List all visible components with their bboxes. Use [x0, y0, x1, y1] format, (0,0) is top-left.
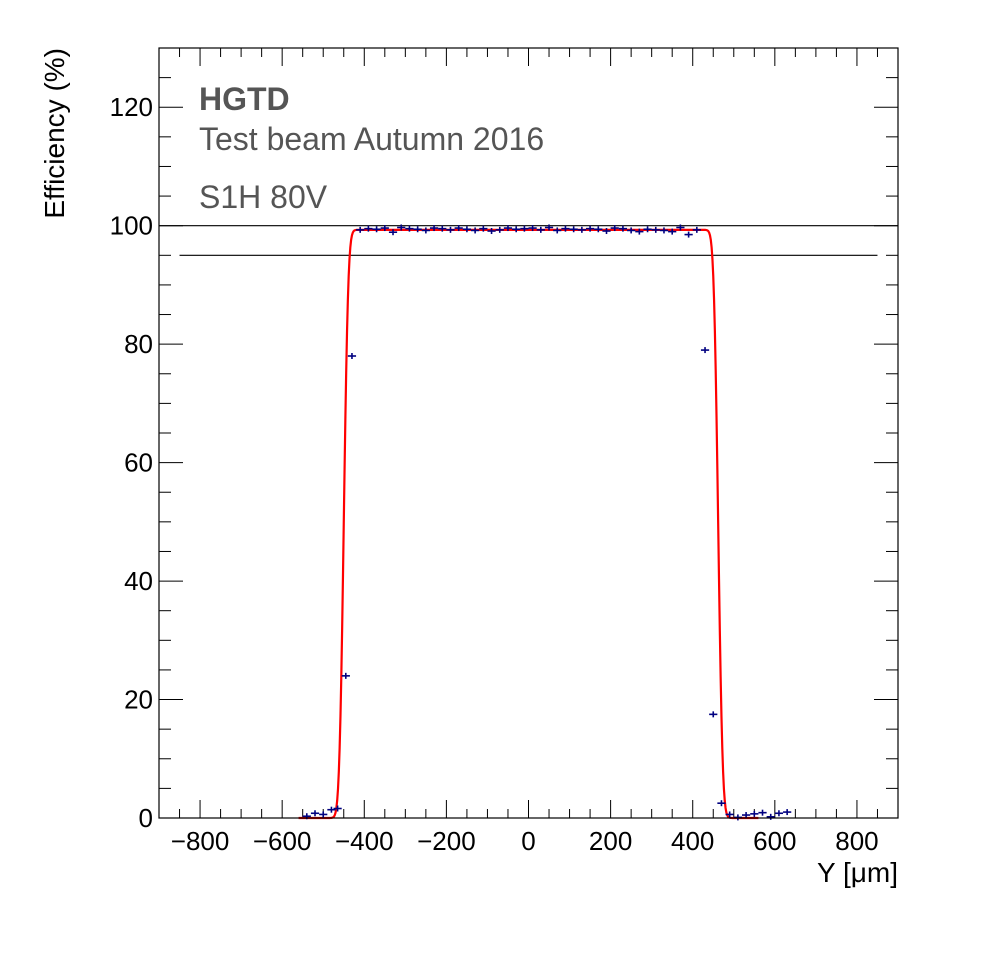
data-point	[372, 226, 381, 233]
data-point	[577, 226, 586, 233]
data-point	[553, 227, 562, 234]
tick-labels: −800 −600 −400 −200 0 200 400 600 800 0 20 40 60 80 10…	[110, 92, 879, 856]
data-point	[594, 226, 603, 233]
data-point	[717, 800, 726, 807]
data-point	[618, 225, 628, 232]
data-point	[741, 812, 751, 819]
data-point	[766, 813, 775, 820]
x-tick-label: −400	[335, 826, 394, 856]
data-point	[380, 225, 389, 232]
data-point	[397, 224, 406, 231]
data-point	[651, 226, 660, 233]
data-point	[783, 809, 792, 816]
data-point	[635, 228, 644, 235]
data-point	[536, 226, 545, 233]
x-tick-label: 400	[671, 826, 714, 856]
data-point	[676, 224, 685, 231]
data-point	[544, 224, 554, 231]
data-point	[446, 226, 455, 233]
data-point	[512, 226, 521, 233]
y-tick-label: 120	[110, 92, 153, 122]
x-axis-title: Y [μm]	[817, 857, 898, 888]
data-point	[503, 225, 513, 232]
data-point	[643, 226, 652, 233]
data-point	[341, 672, 350, 679]
x-tick-label: −600	[253, 826, 312, 856]
data-point	[709, 711, 718, 718]
data-point	[495, 226, 504, 233]
data-point	[610, 225, 619, 232]
data-point	[528, 225, 537, 232]
data-point	[684, 231, 693, 238]
x-tick-label: 800	[835, 826, 878, 856]
data-point	[692, 226, 701, 233]
data-point	[388, 229, 398, 236]
y-tick-label: 20	[124, 685, 153, 715]
data-point	[462, 226, 472, 233]
x-tick-label: −800	[171, 826, 230, 856]
data-point	[319, 811, 328, 818]
data-point	[520, 225, 529, 232]
data-point	[471, 227, 480, 234]
annotation-hgtd: HGTD	[199, 81, 290, 117]
x-tick-label: 600	[753, 826, 796, 856]
data-point	[327, 806, 336, 813]
data-point	[758, 809, 767, 816]
data-point	[364, 225, 373, 232]
x-tick-label: 200	[589, 826, 632, 856]
y-tick-label: 80	[124, 329, 153, 359]
y-tick-label: 0	[139, 803, 153, 833]
data-point	[347, 353, 357, 359]
data-point	[561, 225, 570, 232]
data-point	[602, 228, 611, 235]
data-point	[487, 228, 496, 235]
data-point	[454, 225, 463, 232]
annotation-test-beam: Test beam Autumn 2016	[199, 121, 544, 157]
data-point	[627, 227, 636, 234]
plot-frame	[158, 47, 899, 819]
data-point	[405, 225, 414, 232]
y-tick-label: 60	[124, 448, 153, 478]
data-point	[413, 226, 422, 233]
annotation-sensor: S1H 80V	[199, 179, 328, 215]
data-point	[310, 810, 320, 817]
data-point	[333, 805, 342, 812]
data-point	[421, 227, 430, 234]
x-tick-label: −200	[417, 826, 476, 856]
y-tick-label: 40	[124, 566, 153, 596]
data-point	[569, 226, 578, 233]
data-point	[668, 228, 677, 235]
data-points	[302, 224, 792, 821]
axis-ticks	[158, 47, 899, 819]
y-axis-title: Efficiency (%)	[39, 48, 70, 219]
data-point	[700, 347, 710, 354]
y-tick-label: 100	[110, 211, 153, 241]
data-point	[774, 810, 784, 817]
reference-lines	[159, 225, 898, 256]
data-point	[479, 225, 488, 232]
data-point	[585, 225, 595, 232]
data-point	[429, 225, 439, 232]
data-point	[750, 810, 759, 817]
data-point	[659, 227, 669, 234]
data-point	[438, 225, 447, 232]
data-point	[725, 811, 734, 818]
x-tick-label: 0	[521, 826, 535, 856]
data-point	[356, 226, 365, 233]
